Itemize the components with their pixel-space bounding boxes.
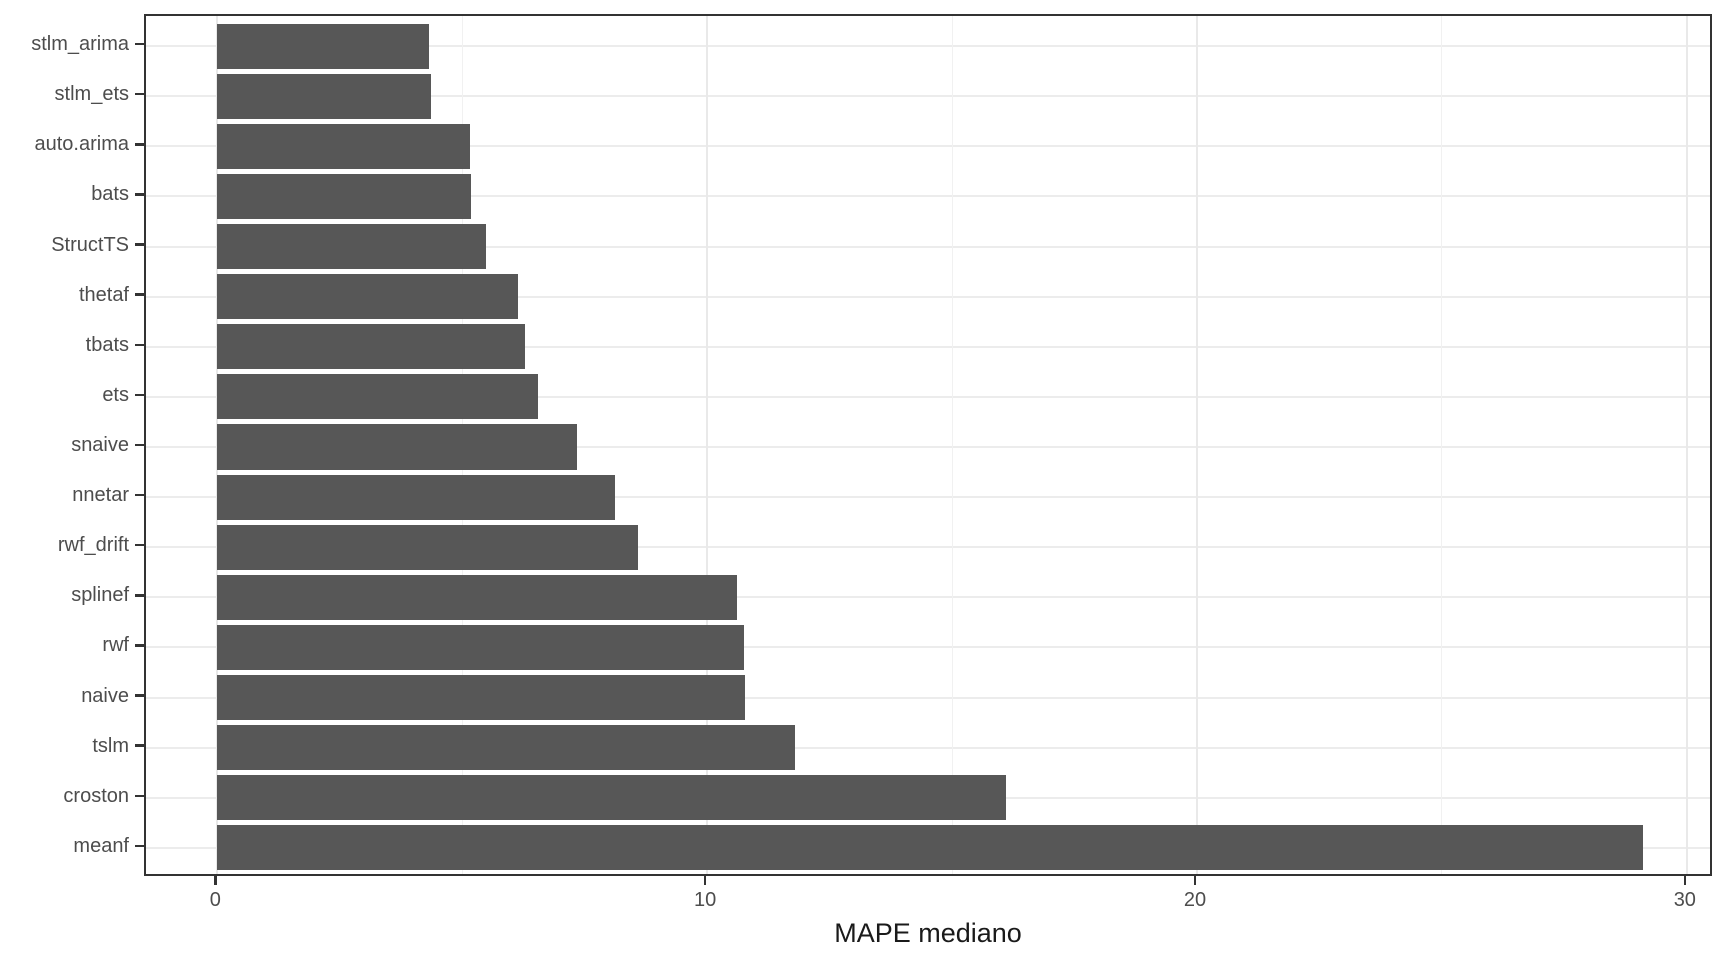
y-axis-tick — [135, 143, 144, 146]
y-axis-tick — [135, 443, 144, 447]
bar-tbats — [217, 324, 526, 370]
gridline-horizontal — [146, 345, 1710, 348]
y-axis-label-tbats: tbats — [85, 333, 129, 356]
gridline-horizontal — [146, 145, 1710, 148]
y-axis-label-stlm_ets: stlm_ets — [54, 83, 129, 106]
bar-croston — [217, 775, 1006, 821]
y-axis-label-tslm: tslm — [92, 734, 129, 757]
y-axis-label-ets: ets — [102, 383, 129, 406]
gridline-horizontal — [146, 395, 1710, 398]
gridline-horizontal — [146, 45, 1710, 48]
gridline-horizontal — [146, 546, 1710, 549]
bar-stlm_arima — [217, 23, 430, 69]
bar-rwf — [217, 624, 745, 670]
bar-tslm — [217, 725, 796, 771]
gridline-horizontal — [146, 696, 1710, 699]
x-axis-tick — [1193, 876, 1197, 885]
gridline-horizontal — [146, 95, 1710, 98]
y-axis-tick — [135, 393, 144, 397]
gridline-vertical-major — [1195, 16, 1198, 874]
gridline-horizontal — [146, 245, 1710, 248]
gridline-horizontal — [146, 295, 1710, 298]
bar-auto.arima — [217, 123, 471, 169]
bar-bats — [217, 173, 471, 219]
gridline-vertical-major — [1685, 16, 1688, 874]
bar-snaive — [217, 424, 577, 470]
y-axis-tick — [135, 493, 144, 497]
y-axis-label-rwf: rwf — [102, 634, 129, 657]
bar-rwf_drift — [217, 524, 639, 570]
y-axis-tick — [135, 744, 144, 747]
bar-splinef — [217, 574, 737, 620]
bar-thetaf — [217, 274, 519, 320]
x-axis-tick-label: 10 — [693, 889, 717, 911]
x-axis-title: MAPE mediano — [834, 918, 1022, 948]
y-axis-tick — [135, 694, 144, 697]
y-axis-label-bats: bats — [91, 183, 129, 206]
y-axis-tick — [135, 293, 144, 296]
bar-nnetar — [217, 474, 616, 520]
y-axis-tick — [135, 243, 144, 246]
y-axis-tick — [135, 794, 144, 798]
x-axis-tick — [703, 876, 707, 885]
gridline-horizontal — [146, 446, 1710, 448]
y-axis-label-meanf: meanf — [73, 834, 129, 857]
gridline-vertical-minor — [951, 16, 953, 874]
y-axis-tick — [135, 844, 144, 848]
y-axis-label-naive: naive — [81, 684, 129, 707]
y-axis-label-thetaf: thetaf — [78, 283, 129, 306]
y-axis-label-rwf_drift: rwf_drift — [57, 534, 129, 557]
bar-ets — [217, 374, 538, 420]
y-axis-label-croston: croston — [63, 784, 129, 807]
y-axis-label-stlm_arima: stlm_arima — [31, 33, 129, 56]
y-axis-tick — [135, 193, 144, 196]
x-axis-tick — [1683, 876, 1687, 885]
y-axis-tick — [135, 92, 144, 96]
gridline-vertical-minor — [1441, 16, 1443, 874]
y-axis-label-auto.arima: auto.arima — [34, 133, 130, 156]
plot-panel — [144, 14, 1712, 876]
bar-StructTS — [217, 223, 486, 270]
x-axis-tick-label: 30 — [1673, 889, 1696, 911]
y-axis-tick — [135, 343, 144, 347]
y-axis-tick — [135, 543, 144, 547]
gridline-vertical-major — [706, 16, 709, 874]
bar-naive — [217, 675, 746, 721]
y-axis-tick — [135, 644, 144, 647]
x-axis-tick — [214, 876, 217, 885]
bar-meanf — [217, 825, 1643, 871]
y-axis-tick — [135, 594, 144, 597]
gridline-horizontal — [146, 596, 1710, 599]
y-axis-tick — [135, 42, 144, 46]
x-axis-tick-label: 0 — [209, 889, 221, 911]
x-axis-tick-label: 20 — [1183, 889, 1207, 911]
y-axis-label-splinef: splinef — [71, 584, 129, 607]
y-axis-label-snaive: snaive — [71, 434, 129, 456]
gridline-horizontal — [146, 746, 1710, 749]
bar-stlm_ets — [217, 73, 431, 119]
y-axis-label-StructTS: StructTS — [51, 233, 129, 256]
gridline-horizontal — [146, 646, 1710, 649]
gridline-horizontal — [146, 195, 1710, 198]
gridline-horizontal — [146, 496, 1710, 499]
y-axis-label-nnetar: nnetar — [72, 484, 129, 507]
